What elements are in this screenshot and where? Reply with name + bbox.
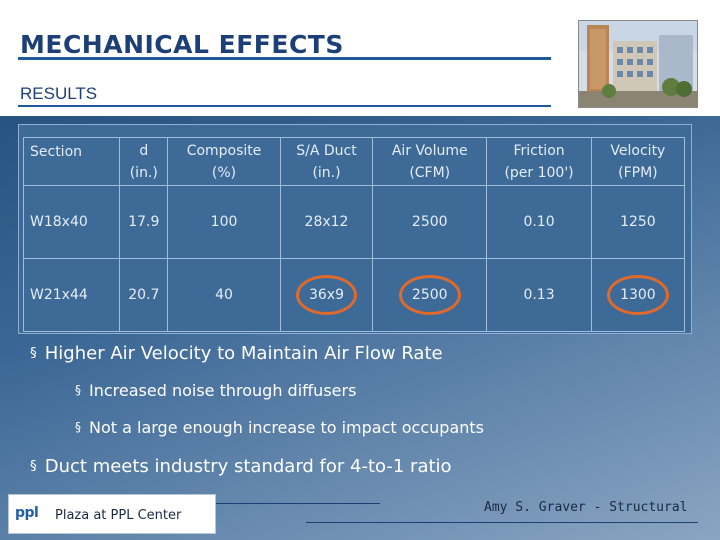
table-row: W18x40 17.9 100 28x12 2500 0.10 1250 — [22, 185, 686, 259]
bullet-marker: § — [75, 383, 81, 397]
bullet-marker: § — [75, 420, 81, 434]
highlight-circle: 36x9 — [296, 275, 358, 315]
highlight-circle: 1300 — [607, 275, 669, 315]
header-friction: Friction (per 100') — [486, 137, 592, 186]
slide-subtitle: RESULTS — [20, 84, 98, 103]
cell-sa-duct: 36x9 — [279, 258, 374, 332]
footer-project-box: ppl Plaza at PPL Center — [8, 494, 216, 534]
title-underline — [18, 57, 551, 60]
cell-air-volume: 2500 — [372, 185, 488, 259]
cell-composite: 100 — [167, 185, 281, 259]
bullet-1a: § Increased noise through diffusers — [75, 381, 357, 400]
header-composite: Composite (%) — [167, 137, 281, 186]
results-table: Section d (in.) Composite (%) S/A Duct (in.… — [22, 137, 686, 332]
table-header-row: Section d (in.) Composite (%) S/A Duct (in.… — [22, 137, 686, 186]
ppl-logo: ppl — [15, 505, 39, 521]
cell-section: W18x40 — [22, 185, 121, 259]
cell-composite: 40 — [167, 258, 281, 332]
header-d: d (in.) — [119, 137, 169, 186]
bullet-marker: § — [30, 458, 37, 474]
cell-d: 17.9 — [119, 185, 169, 259]
bullet-1b: § Not a large enough increase to impact o… — [75, 418, 484, 437]
bullet-marker: § — [30, 345, 37, 361]
header-section: Section — [22, 137, 121, 186]
bullet-1: § Higher Air Velocity to Maintain Air Flo… — [30, 343, 443, 364]
footer-project-name: Plaza at PPL Center — [55, 508, 182, 523]
cell-d: 20.7 — [119, 258, 169, 332]
cell-velocity: 1250 — [590, 185, 686, 259]
highlight-circle: 2500 — [398, 275, 461, 315]
bullet-2: § Duct meets industry standard for 4-to-1… — [30, 456, 452, 477]
cell-section: W21x44 — [22, 258, 121, 332]
footer-divider-right — [306, 522, 698, 523]
results-table-panel: Section d (in.) Composite (%) S/A Duct (in.… — [18, 124, 692, 334]
subtitle-underline — [18, 105, 551, 107]
building-photo — [578, 20, 698, 108]
cell-friction: 0.10 — [486, 185, 592, 259]
cell-friction: 0.13 — [486, 258, 592, 332]
slide-title: MECHANICAL EFFECTS — [20, 30, 344, 59]
header-sa-duct: S/A Duct (in.) — [279, 137, 374, 186]
cell-velocity: 1300 — [590, 258, 686, 332]
header-velocity: Velocity (FPM) — [590, 137, 686, 186]
cell-sa-duct: 28x12 — [279, 185, 374, 259]
table-row: W21x44 20.7 40 36x9 2500 0.13 1300 — [22, 258, 686, 332]
header-air-volume: Air Volume (CFM) — [372, 137, 488, 186]
footer-author: Amy S. Graver - Structural — [484, 500, 688, 515]
cell-air-volume: 2500 — [372, 258, 488, 332]
